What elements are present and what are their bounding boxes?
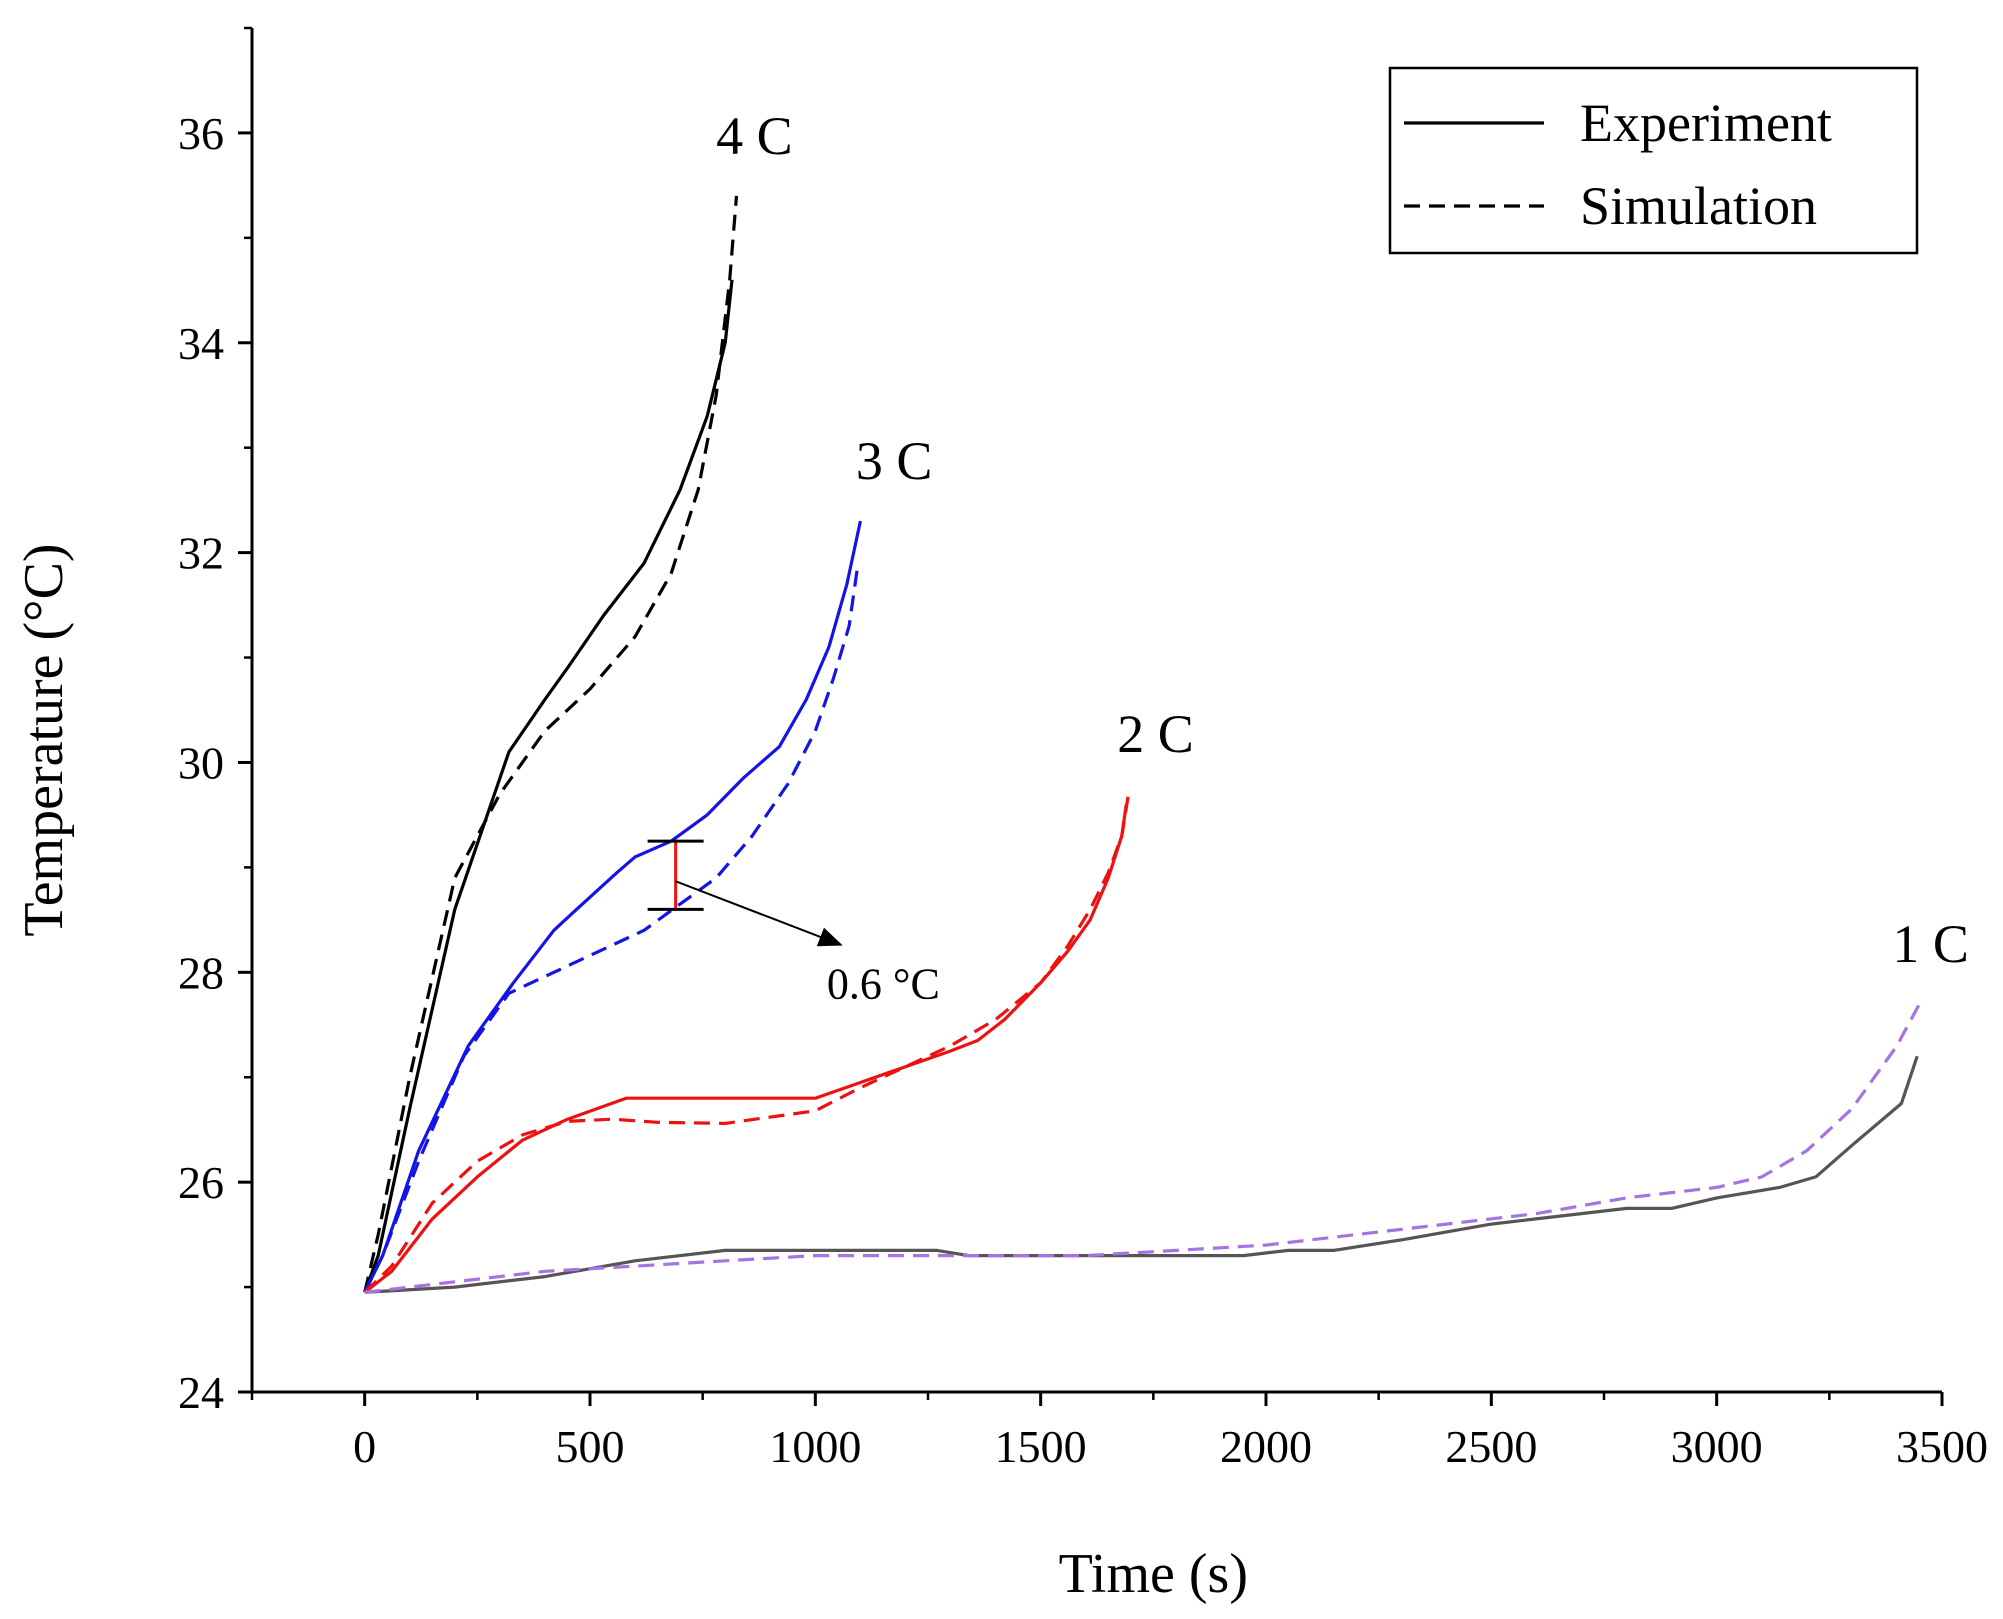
- x-tick-label: 1000: [769, 1421, 861, 1472]
- series-line-4c-simulation: [363, 195, 739, 1293]
- y-axis-title: Temperature (°C): [13, 543, 75, 936]
- y-tick-label: 30: [178, 737, 224, 788]
- x-tick-label: 3000: [1671, 1421, 1763, 1472]
- curve-label-1c: 1 C: [1892, 914, 1969, 974]
- y-tick-label: 26: [178, 1157, 224, 1208]
- annotation-layer: 0.6 °C: [647, 839, 940, 1009]
- y-tick-label: 32: [178, 528, 224, 579]
- annotation-text: 0.6 °C: [827, 960, 940, 1009]
- series-line-2c-simulation: [363, 793, 1131, 1294]
- series-line-3c-simulation: [363, 562, 860, 1294]
- annotation-arrow: [675, 880, 843, 947]
- series-line-1c-experiment: [364, 1055, 1919, 1294]
- series-layer: [363, 195, 1921, 1294]
- curve-label-4c: 4 C: [716, 106, 793, 166]
- y-tick-label: 28: [178, 947, 224, 998]
- y-tick-label: 24: [178, 1367, 224, 1418]
- x-tick-label: 2500: [1445, 1421, 1537, 1472]
- curve-label-3c: 3 C: [856, 431, 933, 491]
- legend-box: [1388, 66, 1919, 255]
- legend-label-experiment: Experiment: [1580, 93, 1832, 153]
- series-line-4c-experiment: [363, 279, 734, 1293]
- x-tick-label: 3500: [1896, 1421, 1988, 1472]
- legend-label-simulation: Simulation: [1580, 176, 1817, 236]
- x-tick-label: 2000: [1220, 1421, 1312, 1472]
- axes-layer: 0 500 1000 1500 2000 2500 3000 3500 24 26 28 30 32 34…: [13, 26, 1988, 1605]
- series-line-1c-simulation: [364, 1003, 1921, 1294]
- legend: Experiment Simulation: [1388, 66, 1919, 255]
- x-tick-label: 1500: [995, 1421, 1087, 1472]
- series-line-2c-experiment: [363, 804, 1128, 1294]
- y-tick-label: 36: [178, 108, 224, 159]
- y-tick-label: 34: [178, 318, 224, 369]
- x-tick-label: 0: [353, 1421, 376, 1472]
- curve-label-2c: 2 C: [1117, 704, 1194, 764]
- x-axis-title: Time (s): [1059, 1543, 1248, 1605]
- x-tick-label: 500: [556, 1421, 625, 1472]
